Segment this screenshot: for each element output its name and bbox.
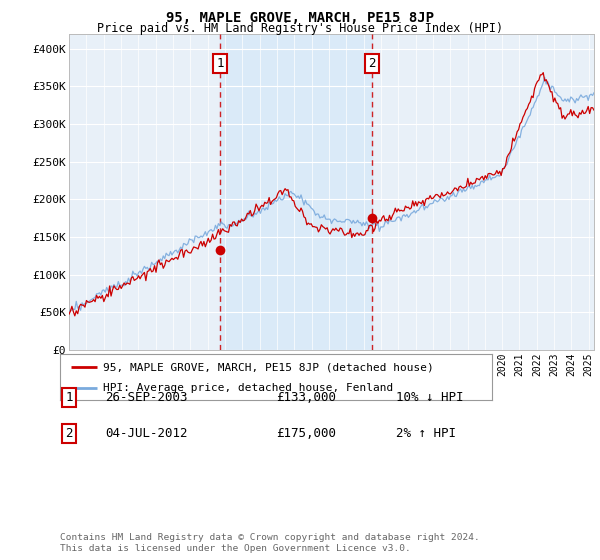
Bar [220,34,372,350]
Text: £133,000: £133,000 [276,391,336,404]
Text: 2: 2 [368,57,376,70]
Text: 2% ↑ HPI: 2% ↑ HPI [396,427,456,440]
Text: 1: 1 [65,391,73,404]
Text: HPI: Average price, detached house, Fenland: HPI: Average price, detached house, Fenl… [103,382,394,393]
Text: Price paid vs. HM Land Registry's House Price Index (HPI): Price paid vs. HM Land Registry's House … [97,22,503,35]
Text: 2: 2 [65,427,73,440]
Text: 26-SEP-2003: 26-SEP-2003 [105,391,187,404]
Text: 95, MAPLE GROVE, MARCH, PE15 8JP (detached house): 95, MAPLE GROVE, MARCH, PE15 8JP (detach… [103,362,434,372]
Text: 04-JUL-2012: 04-JUL-2012 [105,427,187,440]
Text: 1: 1 [217,57,224,70]
Text: Contains HM Land Registry data © Crown copyright and database right 2024.
This d: Contains HM Land Registry data © Crown c… [60,533,480,553]
Text: 10% ↓ HPI: 10% ↓ HPI [396,391,464,404]
Text: £175,000: £175,000 [276,427,336,440]
Text: 95, MAPLE GROVE, MARCH, PE15 8JP: 95, MAPLE GROVE, MARCH, PE15 8JP [166,11,434,25]
